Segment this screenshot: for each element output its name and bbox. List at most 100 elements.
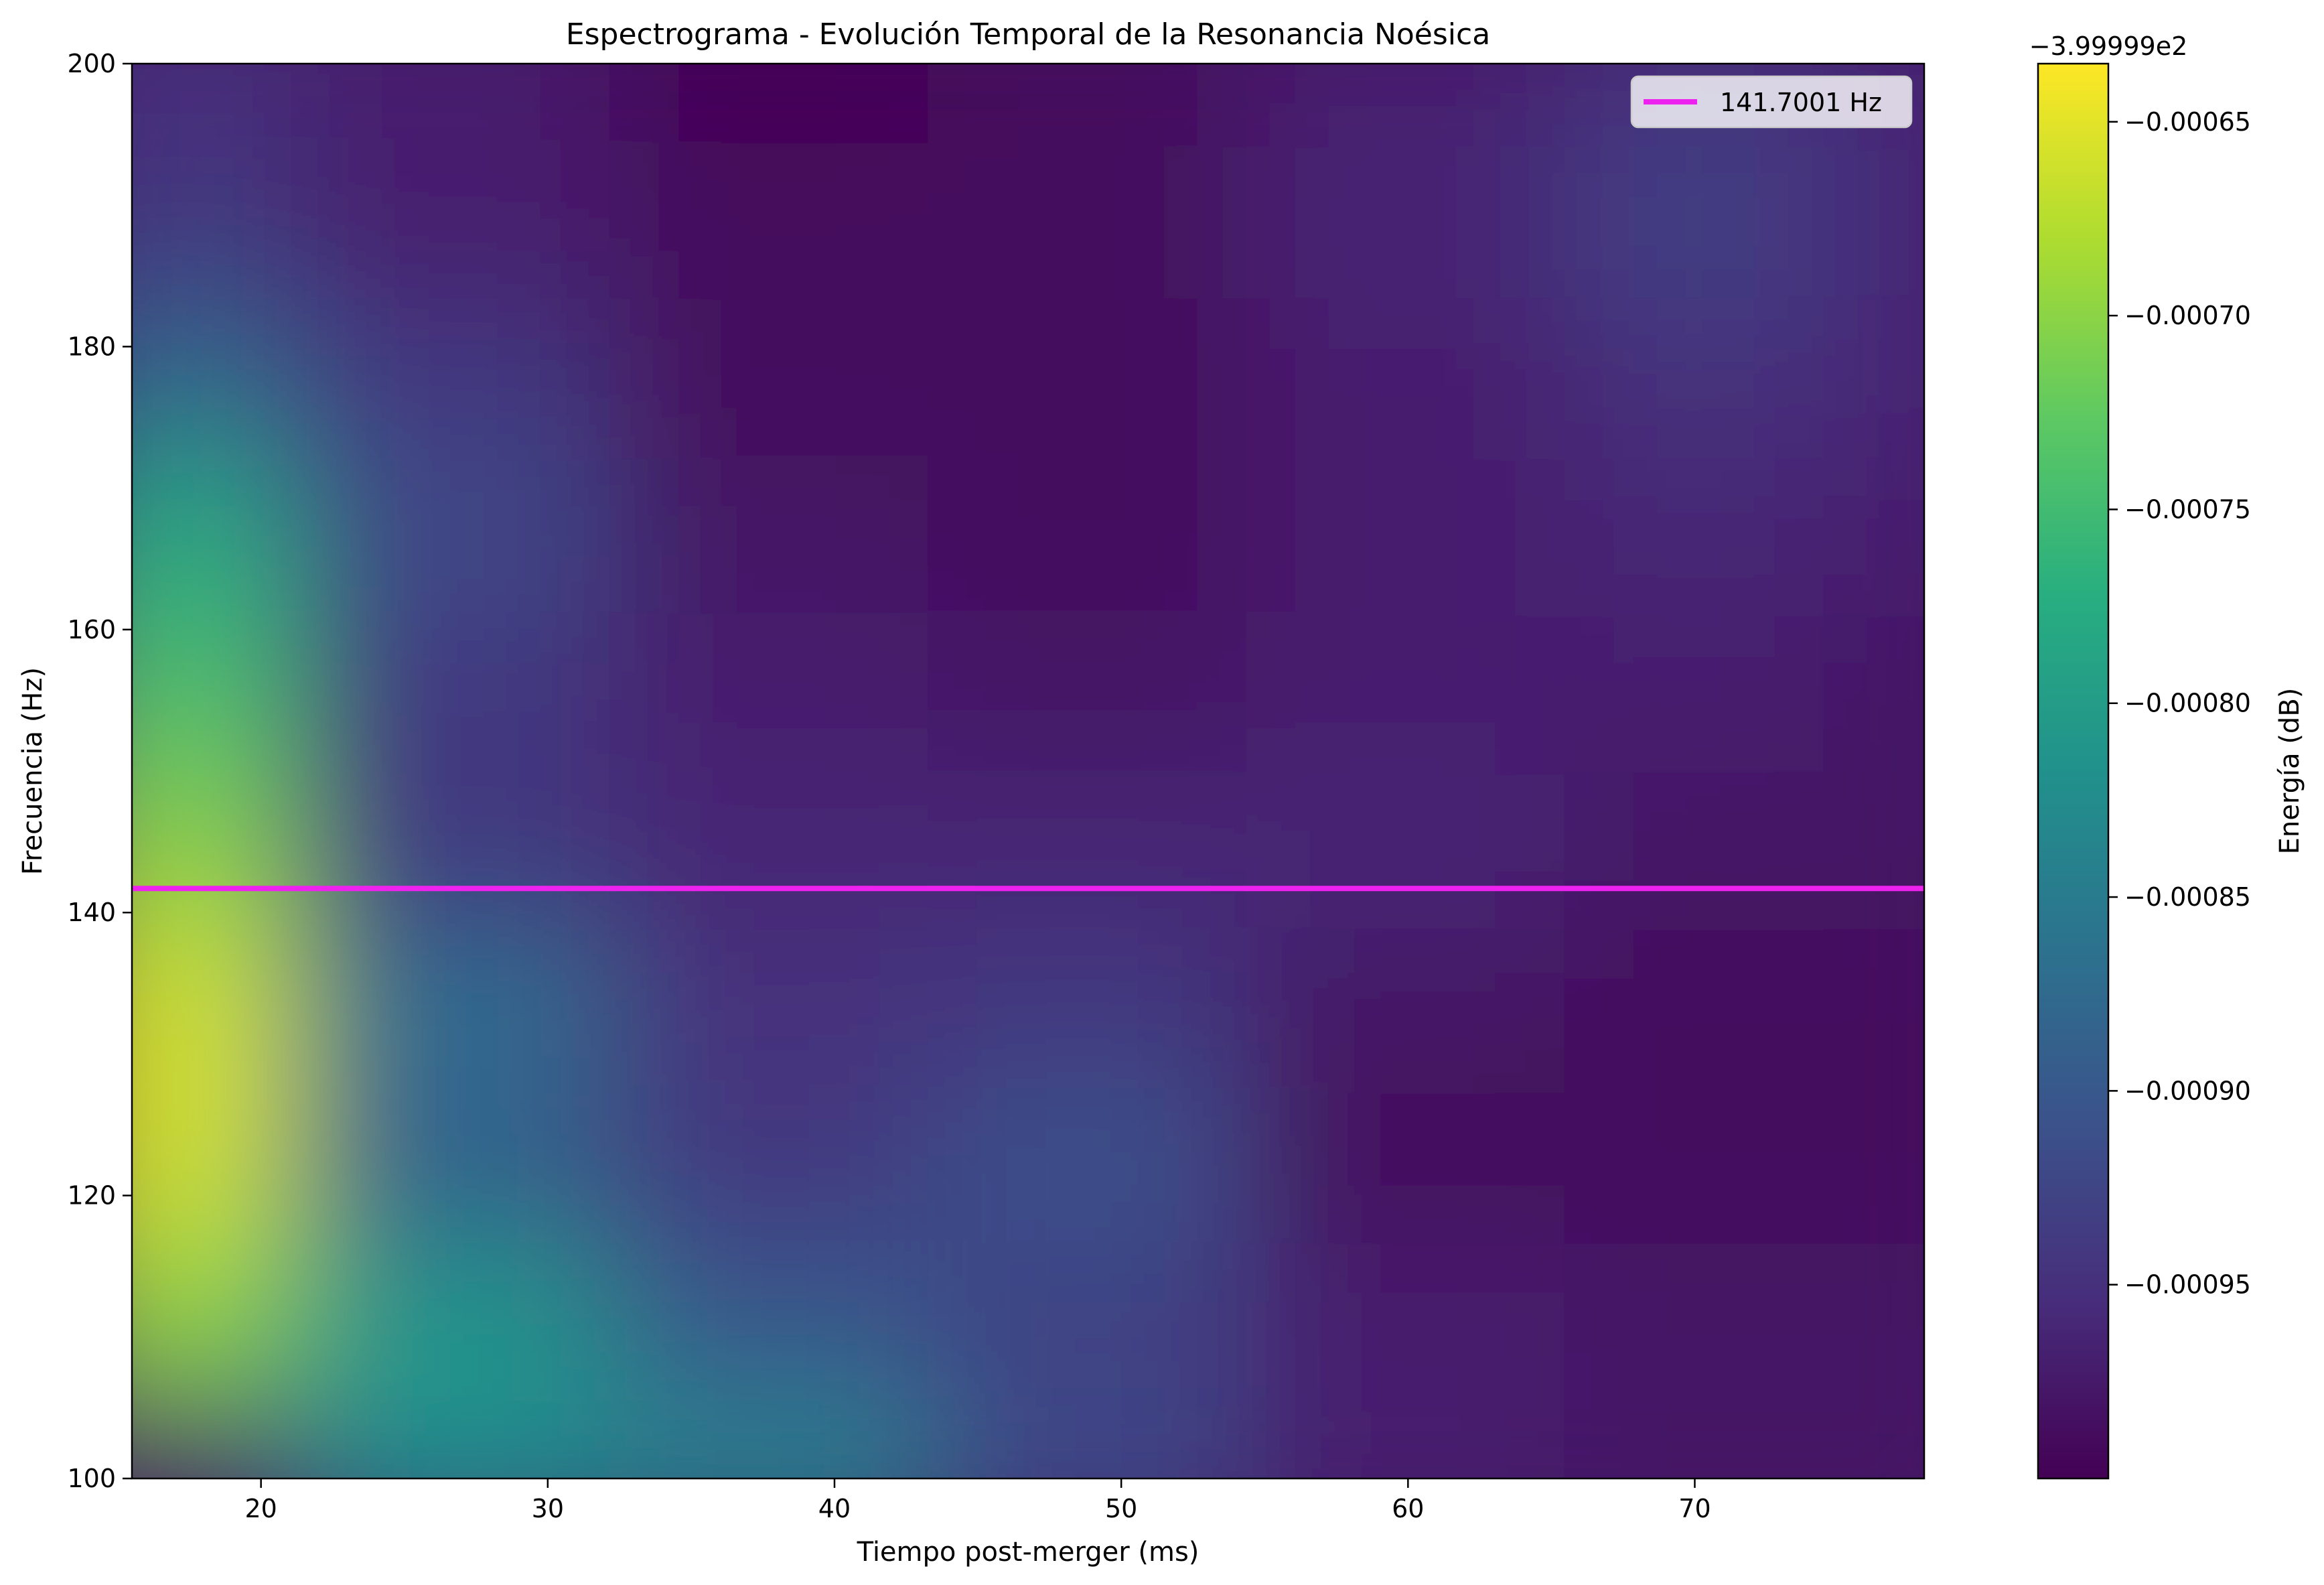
heatmap-cell: [928, 1243, 1247, 1401]
y-tick-label: 200: [67, 49, 116, 78]
y-tick-label: 160: [67, 615, 116, 644]
heatmap-cell: [1246, 456, 1565, 614]
heatmap-cell: [1246, 771, 1565, 930]
heatmap-cell: [609, 64, 929, 143]
chart-title: Espectrograma - Evolución Temporal de la…: [566, 17, 1490, 52]
colorbar: −0.00065 −0.00070 −0.00075 −0.00080 −0.00085…: [2029, 31, 2305, 1480]
y-tick-label: 180: [67, 332, 116, 361]
heatmap-cell: [132, 928, 292, 1087]
heatmap-cells: [132, 64, 1924, 1478]
colorbar-offset-text: −3.99999e2: [2029, 31, 2188, 61]
plot-frame: [131, 62, 1926, 1480]
x-tick-label: 60: [1392, 1494, 1424, 1523]
heatmap-cell: [291, 1399, 610, 1478]
heatmap-cell: [132, 771, 292, 930]
heatmap-cell: [1824, 771, 1924, 930]
heatmap-cell: [291, 142, 610, 300]
heatmap-cell: [928, 613, 1247, 772]
heatmap-cell: [609, 1243, 929, 1401]
heatmap-cell: [132, 142, 292, 300]
heatmap-cell: [132, 1399, 292, 1478]
x-tick-label: 20: [244, 1494, 277, 1523]
heatmap-cell: [1824, 1243, 1924, 1401]
heatmap-cell: [291, 1085, 610, 1244]
colorbar-tick-label: −0.00095: [2124, 1270, 2251, 1300]
heatmap-cell: [928, 1085, 1247, 1244]
heatmap-cell: [609, 456, 929, 614]
heatmap-cell: [132, 64, 292, 143]
heatmap-cell: [609, 928, 929, 1087]
heatmap-cell: [928, 456, 1247, 614]
heatmap-cell: [132, 456, 292, 614]
heatmap-cell: [1564, 613, 1825, 772]
heatmap-cell: [1824, 1399, 1924, 1478]
heatmap-cell: [291, 1243, 610, 1401]
heatmap-cell: [1246, 64, 1565, 143]
heatmap-cell: [609, 142, 929, 300]
colorbar-bar: [2037, 62, 2110, 1480]
y-tick-label: 100: [67, 1464, 116, 1493]
heatmap-cell: [1824, 928, 1924, 1087]
heatmap-cell: [291, 64, 610, 143]
heatmap-cell: [1246, 299, 1565, 458]
heatmap-cell: [1246, 1399, 1565, 1478]
heatmap-cell: [1564, 928, 1825, 1087]
heatmap-cell: [609, 771, 929, 930]
heatmap-cell: [291, 613, 610, 772]
heatmap-cell: [291, 928, 610, 1087]
heatmap-cell: [609, 299, 929, 458]
heatmap-cell: [1564, 142, 1825, 300]
heatmap-cell: [609, 1085, 929, 1244]
heatmap-cell: [291, 299, 610, 458]
heatmap-cell: [1824, 456, 1924, 614]
colorbar-ticks: −0.00065 −0.00070 −0.00075 −0.00080 −0.00085…: [2108, 107, 2251, 1300]
y-axis-label: Frecuencia (Hz): [17, 667, 48, 875]
heatmap-cell: [1246, 928, 1565, 1087]
heatmap-cell: [1824, 299, 1924, 458]
y-tick-label: 120: [67, 1181, 116, 1211]
heatmap-cell: [132, 613, 292, 772]
heatmap-cell: [928, 64, 1247, 143]
heatmap-cell: [1564, 1243, 1825, 1401]
heatmap-cell: [1824, 613, 1924, 772]
heatmap-cell: [928, 299, 1247, 458]
heatmap-cell: [609, 1399, 929, 1478]
heatmap-cell: [1564, 1399, 1825, 1478]
colorbar-tick-label: −0.00090: [2124, 1076, 2251, 1105]
heatmap-cell: [291, 456, 610, 614]
colorbar-tick-label: −0.00080: [2124, 689, 2251, 718]
heatmap-cell: [609, 613, 929, 772]
heatmap-cell: [1824, 142, 1924, 300]
heatmap-cell: [1564, 456, 1825, 614]
x-tick-label: 40: [818, 1494, 851, 1523]
heatmap-cell: [132, 1085, 292, 1244]
heatmap-cell: [928, 928, 1247, 1087]
heatmap: [132, 64, 1924, 1478]
y-tick-label: 140: [67, 898, 116, 927]
heatmap-cell: [1564, 299, 1825, 458]
heatmap-cell: [132, 1243, 292, 1401]
heatmap-cell: [1824, 1085, 1924, 1244]
heatmap-cell: [1564, 1085, 1825, 1244]
heatmap-cell: [1246, 613, 1565, 772]
legend: 141.7001 Hz: [1630, 75, 1913, 129]
x-tick-label: 70: [1678, 1494, 1711, 1523]
heatmap-cell: [1246, 1085, 1565, 1244]
x-tick-label: 30: [532, 1494, 564, 1523]
colorbar-tick-label: −0.00065: [2124, 107, 2251, 137]
colorbar-label: Energía (dB): [2274, 688, 2305, 855]
heatmap-cell: [928, 1399, 1247, 1478]
heatmap-cell: [1246, 142, 1565, 300]
legend-label: 141.7001 Hz: [1720, 88, 1882, 117]
colorbar-tick-label: −0.00070: [2124, 301, 2251, 330]
heatmap-cell: [928, 771, 1247, 930]
colorbar-tick-label: −0.00075: [2124, 494, 2251, 524]
heatmap-cell: [928, 142, 1247, 300]
heatmap-cell: [1564, 771, 1825, 930]
colorbar-tick-label: −0.00085: [2124, 882, 2251, 912]
x-tick-label: 50: [1105, 1494, 1137, 1523]
heatmap-cell: [291, 771, 610, 930]
heatmap-cell: [1246, 1243, 1565, 1401]
x-axis-label: Tiempo post-merger (ms): [857, 1537, 1200, 1568]
